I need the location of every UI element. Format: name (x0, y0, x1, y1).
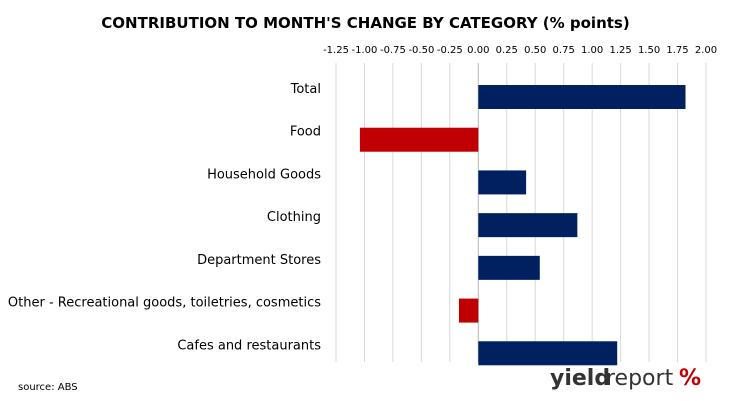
x-tick-label: 0.50 (524, 45, 546, 56)
category-label: Household Goods (207, 167, 321, 182)
bar (478, 341, 618, 366)
chart-title: CONTRIBUTION TO MONTH'S CHANGE BY CATEGO… (101, 14, 630, 32)
x-axis-ticks: -1.25 -1.00 -0.75 -0.50 -0.25 0.00 0.25 0.50 0.7… (323, 45, 717, 56)
x-tick-label: -1.00 (352, 45, 378, 56)
x-tick-label: 1.00 (581, 45, 603, 56)
x-tick-label: -0.75 (380, 45, 406, 56)
bar (478, 85, 686, 109)
x-tick-label: 0.25 (496, 45, 518, 56)
x-tick-label: -0.50 (408, 45, 434, 56)
bar (478, 255, 540, 280)
x-tick-label: 1.25 (609, 45, 631, 56)
source-note: source: ABS (18, 382, 78, 393)
bar (478, 213, 578, 238)
logo-text-regular: report (606, 366, 674, 391)
category-label: Department Stores (197, 253, 321, 268)
category-label: Clothing (267, 210, 321, 225)
percent-logo-icon: % (679, 366, 701, 391)
yieldreport-logo: yield report % (550, 366, 701, 391)
x-tick-label: 0.75 (553, 45, 575, 56)
bar (359, 127, 479, 152)
x-tick-label: 2.00 (695, 45, 717, 56)
x-tick-label: 1.50 (638, 45, 660, 56)
category-label: Food (290, 125, 321, 140)
category-label: Other - Recreational goods, toiletries, … (8, 296, 321, 311)
logo-text-bold: yield (550, 366, 610, 391)
bars (359, 85, 686, 366)
category-label: Total (290, 82, 321, 97)
bar (478, 170, 527, 195)
x-tick-label: 1.75 (666, 45, 688, 56)
category-labels: Total Food Household Goods Clothing Departme… (8, 82, 321, 353)
bar (458, 298, 479, 323)
x-tick-label: 0.00 (467, 45, 489, 56)
category-label: Cafes and restaurants (177, 338, 321, 353)
x-tick-label: -1.25 (323, 45, 349, 56)
x-tick-label: -0.25 (437, 45, 463, 56)
